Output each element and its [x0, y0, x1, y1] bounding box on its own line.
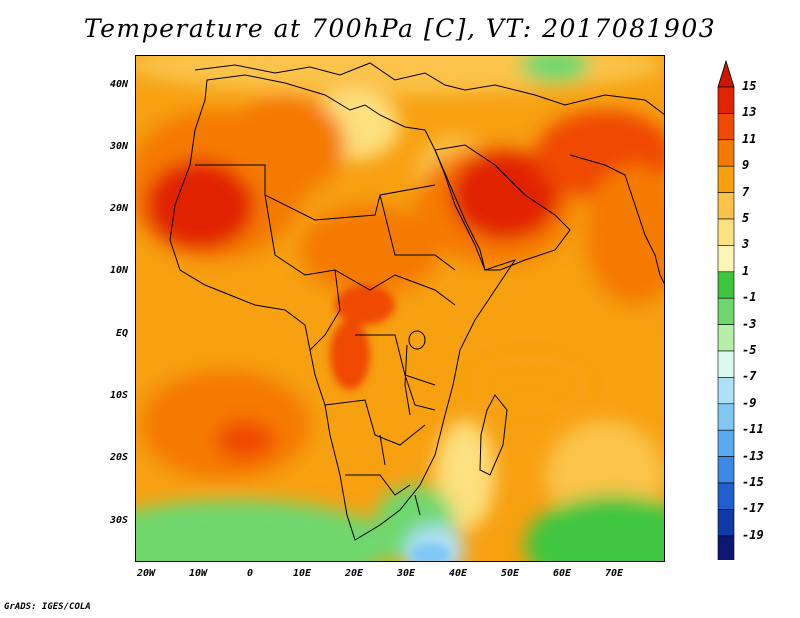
colorbar-swatch [717, 456, 735, 484]
colorbar-swatch [717, 139, 735, 167]
temperature-map [135, 55, 665, 562]
colorbar-label: -15 [742, 475, 764, 489]
colorbar-swatch [717, 403, 735, 431]
colorbar-label: 7 [742, 184, 750, 199]
colorbar-swatch [717, 350, 735, 378]
footer-credit: GrADS: IGES/COLA [4, 602, 91, 612]
colorbar-label: -17 [742, 501, 764, 516]
lon-label-0: 0 [246, 568, 254, 579]
colorbar-label: 5 [742, 211, 750, 225]
lat-label-10n: 10N [109, 265, 128, 276]
lon-label-70e: 70E [604, 568, 624, 579]
lon-label-20w: 20W [136, 568, 156, 579]
colorbar-swatch [717, 509, 735, 537]
colorbar-swatch [717, 218, 735, 246]
colorbar-label: -1 [742, 290, 757, 305]
colorbar-label: -5 [742, 343, 757, 357]
colorbar-label: -3 [742, 316, 757, 331]
colorbar-swatch [717, 324, 735, 352]
lon-label-40e: 40E [448, 568, 468, 579]
coastlines [169, 62, 665, 541]
colorbar-label: 3 [742, 237, 750, 252]
colorbar-label: -13 [742, 448, 764, 463]
lat-label-20n: 20N [109, 203, 128, 214]
lat-label-30s: 30S [109, 515, 128, 526]
lat-label-40n: 40N [109, 79, 128, 90]
chart-title: Temperature at 700hPa [C], VT: 201708190… [83, 14, 717, 43]
colorbar-swatch [717, 377, 735, 405]
lon-label-60e: 60E [552, 568, 572, 579]
colorbar-swatch [717, 535, 735, 560]
colorbar-swatch [717, 165, 735, 193]
colorbar-swatch [717, 271, 735, 299]
lat-label-eq: EQ [115, 328, 128, 339]
colorbar-swatch [717, 297, 735, 325]
colorbar-label: 9 [742, 158, 750, 173]
lat-label-30n: 30N [109, 141, 128, 152]
lon-label-30e: 30E [396, 568, 416, 579]
lon-label-50e: 50E [500, 568, 520, 579]
temperature-field [135, 55, 665, 562]
colorbar-label: -9 [742, 395, 757, 410]
colorbar-swatch [717, 86, 735, 114]
colorbar-swatch [717, 429, 735, 457]
colorbar-swatch [717, 245, 735, 273]
colorbar-swatch [717, 482, 735, 510]
colorbar-top-arrow [717, 60, 735, 88]
lon-label-10e: 10E [292, 568, 312, 579]
colorbar-swatch [717, 113, 735, 141]
lon-label-20e: 20E [344, 568, 364, 579]
colorbar-label: 13 [742, 105, 757, 120]
lon-label-10w: 10W [188, 568, 208, 579]
colorbar-label: 15 [742, 79, 757, 93]
lat-label-20s: 20S [109, 452, 128, 463]
colorbar-label: -19 [742, 527, 764, 542]
colorbar-label: 11 [742, 131, 757, 146]
colorbar [717, 60, 735, 560]
colorbar-label: -11 [742, 422, 764, 437]
lat-label-10s: 10S [109, 390, 128, 401]
colorbar-label: 1 [742, 263, 750, 278]
colorbar-label: -7 [742, 369, 757, 384]
colorbar-swatch [717, 192, 735, 220]
